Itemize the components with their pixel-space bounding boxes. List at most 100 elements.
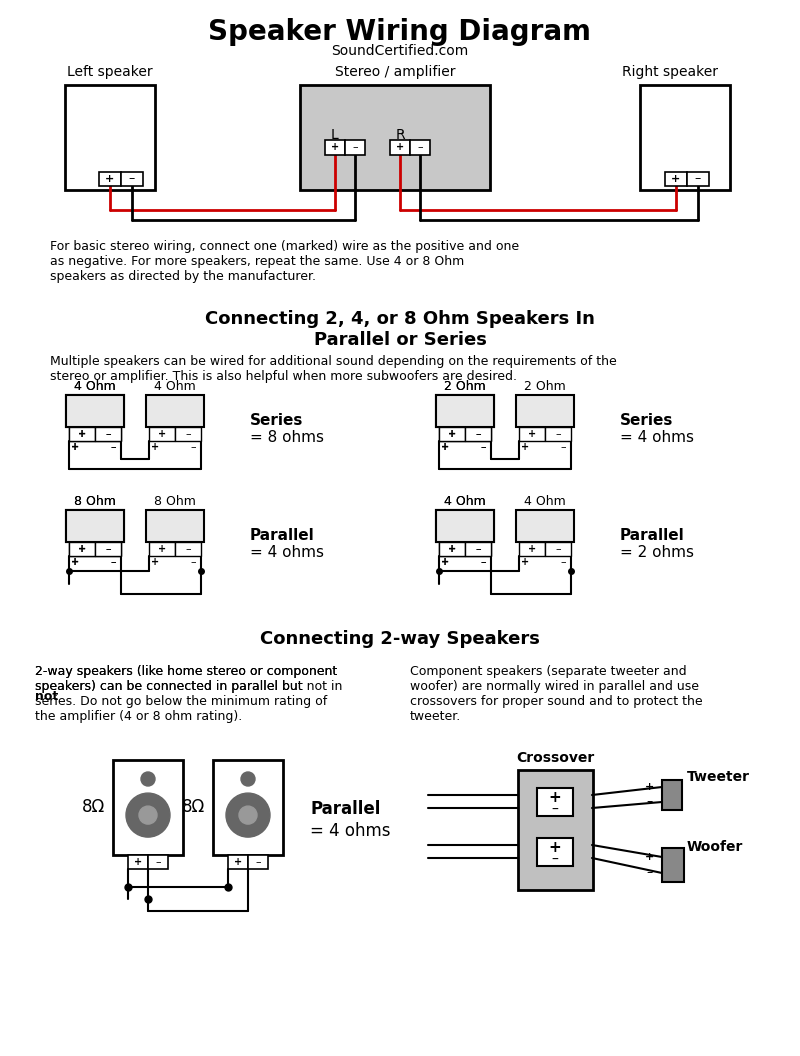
Text: –: – <box>480 557 486 567</box>
Bar <box>465 427 491 441</box>
Text: 4 Ohm: 4 Ohm <box>444 495 486 508</box>
Bar <box>662 848 684 882</box>
Text: L: L <box>331 128 339 142</box>
Bar <box>95 427 121 441</box>
Bar <box>436 510 494 542</box>
Text: –: – <box>155 857 161 867</box>
Text: –: – <box>480 442 486 452</box>
Text: Stereo / amplifier: Stereo / amplifier <box>334 65 455 79</box>
Text: +: + <box>646 782 654 792</box>
Text: SoundCertified.com: SoundCertified.com <box>331 44 469 58</box>
Text: –: – <box>475 544 481 554</box>
Circle shape <box>141 772 155 786</box>
Text: Woofer: Woofer <box>687 840 743 854</box>
Bar <box>465 542 491 557</box>
Text: –: – <box>110 442 116 452</box>
Text: +: + <box>78 544 86 554</box>
Text: +: + <box>441 442 449 452</box>
Text: –: – <box>352 142 358 152</box>
Text: –: – <box>110 557 116 567</box>
Text: –: – <box>255 857 261 867</box>
Bar <box>436 395 494 427</box>
Text: = 2 ohms: = 2 ohms <box>620 545 694 560</box>
Text: Connecting 2-way Speakers: Connecting 2-way Speakers <box>260 630 540 648</box>
Text: +: + <box>134 857 142 867</box>
Text: +: + <box>158 544 166 554</box>
Bar <box>146 395 204 427</box>
Text: –: – <box>105 544 111 554</box>
Text: –: – <box>417 142 423 152</box>
Text: +: + <box>158 429 166 439</box>
Text: 8Ω: 8Ω <box>182 798 205 816</box>
Text: +: + <box>441 557 449 567</box>
Text: +: + <box>441 442 449 452</box>
Circle shape <box>239 806 257 824</box>
Text: Component speakers (separate tweeter and
woofer) are normally wired in parallel : Component speakers (separate tweeter and… <box>410 665 702 723</box>
Bar <box>66 395 124 427</box>
Bar <box>66 395 124 427</box>
Text: = 8 ohms: = 8 ohms <box>250 430 324 445</box>
Text: Parallel: Parallel <box>620 528 685 543</box>
Text: Tweeter: Tweeter <box>687 770 750 784</box>
Text: –: – <box>190 442 196 452</box>
Text: +: + <box>528 429 536 439</box>
Text: 8 Ohm: 8 Ohm <box>74 495 116 508</box>
Bar <box>149 427 175 441</box>
Bar <box>545 542 571 557</box>
Bar <box>128 855 148 869</box>
Text: 2 Ohm: 2 Ohm <box>524 380 566 393</box>
Text: 2 Ohm: 2 Ohm <box>444 380 486 393</box>
Text: –: – <box>185 429 191 439</box>
Text: –: – <box>555 544 561 554</box>
Bar <box>66 510 124 542</box>
Bar <box>537 838 573 866</box>
Text: 4 Ohm: 4 Ohm <box>74 380 116 393</box>
Text: –: – <box>105 429 111 439</box>
Bar <box>149 542 175 557</box>
Bar <box>410 140 430 155</box>
Text: +: + <box>448 429 456 439</box>
Bar <box>436 395 494 427</box>
Text: not: not <box>35 690 58 703</box>
Text: +: + <box>71 557 79 567</box>
Bar <box>662 780 682 810</box>
Circle shape <box>126 793 170 837</box>
Text: Multiple speakers can be wired for additional sound depending on the requirement: Multiple speakers can be wired for addit… <box>50 355 617 383</box>
Text: –: – <box>105 429 111 439</box>
Bar <box>148 855 168 869</box>
Text: +: + <box>71 557 79 567</box>
Bar <box>113 760 183 855</box>
Bar <box>640 84 730 190</box>
Bar <box>99 172 121 186</box>
Text: +: + <box>78 429 86 439</box>
Bar <box>69 427 95 441</box>
Bar <box>121 172 143 186</box>
Text: +: + <box>106 174 114 184</box>
Text: –: – <box>185 544 191 554</box>
Bar <box>69 542 95 557</box>
Text: –: – <box>560 557 566 567</box>
Text: –: – <box>551 803 558 817</box>
Text: 8 Ohm: 8 Ohm <box>154 495 196 508</box>
Bar <box>300 84 490 190</box>
Text: –: – <box>110 442 116 452</box>
Text: –: – <box>480 442 486 452</box>
Bar <box>175 542 201 557</box>
Text: Parallel: Parallel <box>310 800 380 818</box>
Text: +: + <box>441 557 449 567</box>
Bar <box>519 427 545 441</box>
Text: Speaker Wiring Diagram: Speaker Wiring Diagram <box>209 18 591 46</box>
Bar <box>439 542 465 557</box>
Text: –: – <box>695 172 701 186</box>
Text: –: – <box>560 442 566 452</box>
Text: +: + <box>78 429 86 439</box>
Text: = 4 ohms: = 4 ohms <box>250 545 324 560</box>
Bar <box>518 770 593 890</box>
Text: +: + <box>521 442 529 452</box>
Bar <box>439 427 465 441</box>
Text: 2 Ohm: 2 Ohm <box>444 380 486 393</box>
Bar <box>465 542 491 557</box>
Bar <box>248 855 268 869</box>
Text: –: – <box>190 557 196 567</box>
Text: +: + <box>646 852 654 862</box>
